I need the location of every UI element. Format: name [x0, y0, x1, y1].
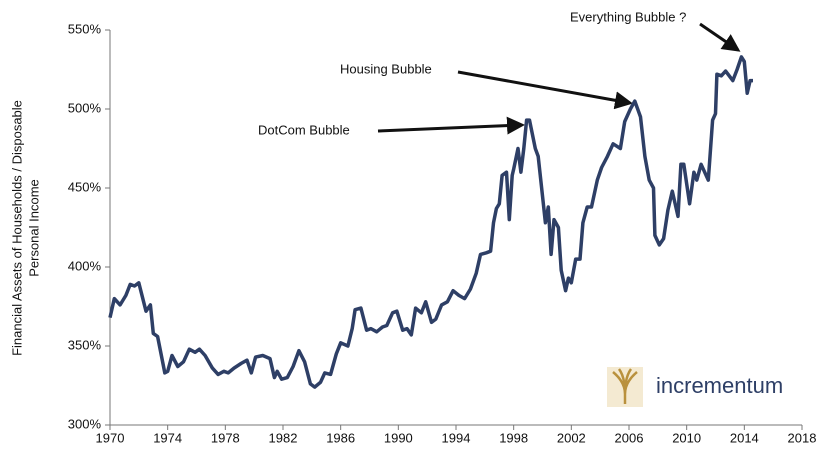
- x-tick-label: 1998: [499, 430, 528, 445]
- x-tick-label: 2010: [672, 430, 701, 445]
- logo-icon: [607, 367, 643, 407]
- y-tick-label: 450%: [68, 179, 102, 194]
- arrow: [699, 22, 741, 52]
- annotation: Everything Bubble ?: [570, 9, 686, 24]
- line: [108, 55, 753, 389]
- x-tick-label: 1970: [96, 430, 125, 445]
- x-tick-label: 1978: [211, 430, 240, 445]
- arrow: [377, 116, 525, 135]
- x-tick-label: 1982: [269, 430, 298, 445]
- x-tick-label: 1986: [326, 430, 355, 445]
- y-tick-label: 400%: [68, 258, 102, 273]
- y-axis-label: Financial Assets of Households / Disposa…: [9, 100, 24, 356]
- y-tick-label: 350%: [68, 337, 102, 352]
- logo-text: incrementum: [656, 373, 783, 398]
- annotation: DotCom Bubble: [258, 122, 350, 137]
- y-tick-label: 550%: [68, 21, 102, 36]
- x-tick-label: 2006: [615, 430, 644, 445]
- x-tick-label: 2018: [788, 430, 817, 445]
- y-tick-label: 500%: [68, 100, 102, 115]
- x-tick-label: 1974: [153, 430, 182, 445]
- x-tick-label: 2002: [557, 430, 586, 445]
- annotation: Housing Bubble: [340, 61, 432, 76]
- x-tick-label: 2014: [730, 430, 759, 445]
- y-tick-label: 300%: [68, 416, 102, 431]
- x-tick-label: 1994: [442, 430, 471, 445]
- arrow: [457, 70, 633, 110]
- x-tick-label: 1990: [384, 430, 413, 445]
- y-axis-label: Personal Income: [26, 179, 41, 277]
